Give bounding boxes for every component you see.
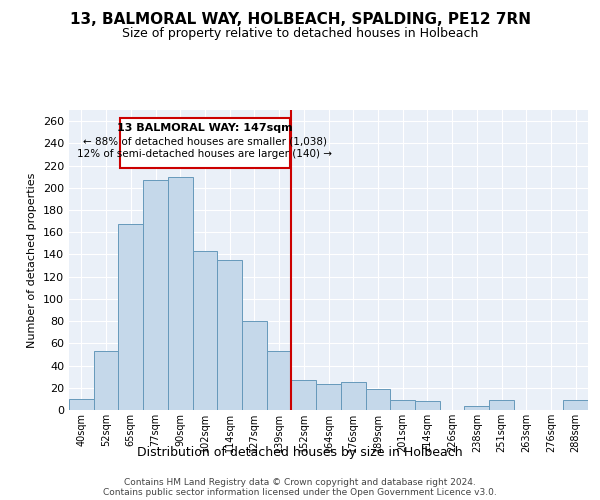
Bar	[242, 321, 267, 410]
Bar	[94, 351, 118, 410]
Text: ← 88% of detached houses are smaller (1,038): ← 88% of detached houses are smaller (1,…	[83, 136, 327, 146]
Bar	[489, 400, 514, 410]
Bar	[316, 384, 341, 410]
Bar	[69, 399, 94, 410]
Bar	[168, 176, 193, 410]
Bar	[365, 389, 390, 410]
Text: Distribution of detached houses by size in Holbeach: Distribution of detached houses by size …	[137, 446, 463, 459]
Text: 13, BALMORAL WAY, HOLBEACH, SPALDING, PE12 7RN: 13, BALMORAL WAY, HOLBEACH, SPALDING, PE…	[70, 12, 530, 28]
Bar	[415, 401, 440, 410]
Text: 12% of semi-detached houses are larger (140) →: 12% of semi-detached houses are larger (…	[77, 149, 332, 159]
Bar	[193, 251, 217, 410]
Bar	[217, 260, 242, 410]
Bar	[118, 224, 143, 410]
Y-axis label: Number of detached properties: Number of detached properties	[28, 172, 37, 348]
Bar	[267, 351, 292, 410]
Bar	[292, 380, 316, 410]
Text: 13 BALMORAL WAY: 147sqm: 13 BALMORAL WAY: 147sqm	[117, 124, 293, 134]
Bar	[390, 400, 415, 410]
Bar	[464, 406, 489, 410]
Text: Size of property relative to detached houses in Holbeach: Size of property relative to detached ho…	[122, 28, 478, 40]
FancyBboxPatch shape	[119, 118, 290, 168]
Bar	[563, 400, 588, 410]
Text: Contains HM Land Registry data © Crown copyright and database right 2024.: Contains HM Land Registry data © Crown c…	[124, 478, 476, 487]
Bar	[341, 382, 365, 410]
Text: Contains public sector information licensed under the Open Government Licence v3: Contains public sector information licen…	[103, 488, 497, 497]
Bar	[143, 180, 168, 410]
